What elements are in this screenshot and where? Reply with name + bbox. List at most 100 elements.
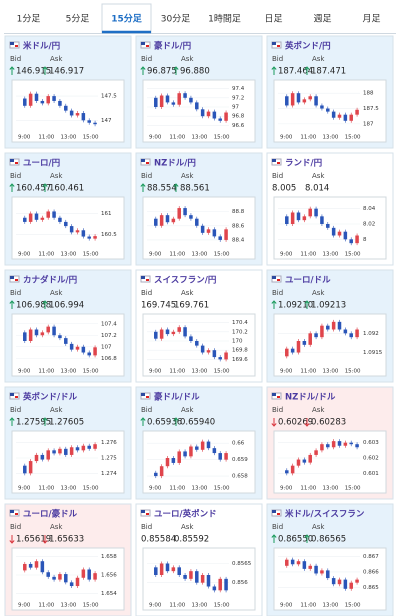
candle-body [69,110,74,116]
candle-body [52,576,56,580]
candle-body [206,575,211,587]
y-tick-label: 170 [232,339,243,345]
pair-name: 豪ドル/ドル [154,392,200,403]
candle-body [46,450,50,460]
pair-name: 豪ドル/円 [154,41,191,52]
tab[interactable]: 15分足 [101,3,152,34]
time-label: 9:00 [18,135,31,141]
candle-body [64,448,68,455]
direction-arrow [140,66,146,75]
candle-body [40,332,45,336]
candle-body [218,357,222,360]
candle-body [326,224,330,228]
candle-body [296,459,301,466]
candle-body [343,231,348,240]
candle-body [75,230,80,233]
direction-arrow [304,300,310,309]
ask-label: Ask [50,406,63,414]
tab[interactable]: 5分足 [66,14,90,25]
candle-body [177,208,181,219]
tab-label[interactable]: 1分足 [17,14,41,25]
tab[interactable]: 日足 [264,14,282,25]
candle-body [183,327,187,337]
candle-body [93,122,97,125]
candle-body [40,454,45,460]
candle-body [93,573,97,580]
tab[interactable]: 週足 [313,14,331,25]
tab-label[interactable]: 月足 [362,14,380,25]
time-label: 15:00 [214,486,230,492]
tab-label[interactable]: 日足 [264,14,282,25]
candle-body [34,561,39,568]
candle-body [302,99,307,103]
candle-body [195,341,199,346]
candle-body [308,333,312,345]
y-tick-label: 0.603 [363,440,379,446]
flag-mark [15,279,18,281]
candle-body [320,570,324,574]
candle-body [337,114,342,118]
flag-mark [15,513,18,515]
tab-label[interactable]: 1時間足 [208,14,241,25]
time-label: 11:00 [300,486,316,492]
candle-body [212,350,217,358]
tab-label[interactable]: 5分足 [66,14,90,25]
candle-body [154,97,158,107]
candle-body [183,208,187,216]
tab[interactable]: 1分足 [17,14,41,25]
candle-body [183,575,187,579]
candle-body [34,329,39,336]
direction-arrow [173,417,179,426]
y-tick-label: 0.8565 [232,561,252,567]
bid-value: 0.86550 [278,535,313,545]
tab-bar [0,0,400,34]
candle-body [285,96,289,106]
candle-body [46,96,50,104]
tab-label[interactable]: 週足 [313,14,331,25]
candle-body [154,218,158,226]
tab[interactable]: 1時間足 [208,14,241,25]
candle-body [302,459,307,463]
tab-label[interactable]: 15分足 [111,13,143,25]
y-tick-label: 107.2 [101,333,117,339]
ask-value: 169.761 [174,301,209,311]
tab-label[interactable]: 30分足 [161,14,190,25]
tab[interactable]: 月足 [362,14,380,25]
candle-body [58,335,62,339]
bid-label: Bid [10,172,21,180]
bid-value: 0.85584 [141,535,176,545]
bid-value: 187.464 [278,67,313,77]
bid-label: Bid [10,55,21,63]
candle-body [87,569,91,580]
chart-frame [11,313,125,377]
candle-body [171,218,176,223]
bid-value: 88.554 [147,184,177,194]
candle-body [64,338,68,344]
direction-arrow [140,417,146,426]
flag-mark [141,276,145,279]
candle-body [296,561,301,565]
tab[interactable]: 30分足 [161,14,190,25]
direction-arrow [9,417,15,426]
y-tick-label: 8.04 [363,206,376,212]
chart-frame [273,79,387,143]
y-tick-label: 1.656 [101,573,117,579]
time-label: 13:00 [61,252,77,258]
candle-body [189,446,193,457]
candle-body [81,346,86,353]
